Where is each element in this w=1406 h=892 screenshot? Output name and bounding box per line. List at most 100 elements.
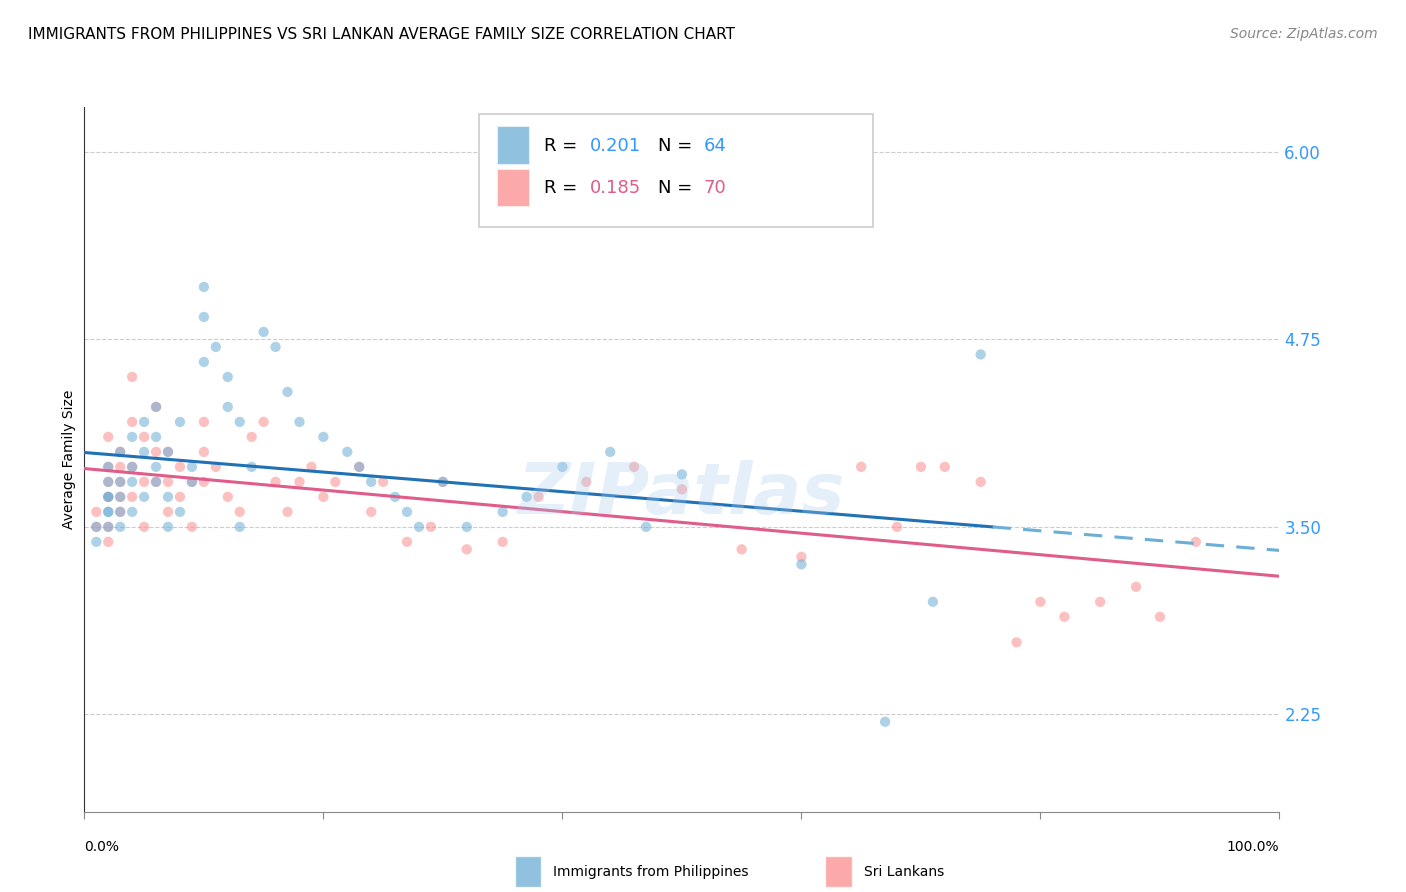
Point <box>97 459 120 474</box>
Point <box>264 475 287 489</box>
Point <box>408 520 430 534</box>
Point <box>97 490 120 504</box>
Text: 0.185: 0.185 <box>591 179 641 197</box>
Point <box>97 490 120 504</box>
Text: Sri Lankans: Sri Lankans <box>863 864 943 879</box>
Point <box>193 475 215 489</box>
FancyBboxPatch shape <box>515 855 541 888</box>
Point <box>86 520 108 534</box>
Point <box>456 542 478 557</box>
Point <box>492 505 515 519</box>
Point <box>205 340 228 354</box>
Point <box>181 475 204 489</box>
Text: 70: 70 <box>703 179 725 197</box>
Point <box>253 325 276 339</box>
Point <box>288 415 311 429</box>
Point <box>157 520 180 534</box>
Point <box>790 549 813 564</box>
Point <box>121 475 143 489</box>
Point <box>121 459 143 474</box>
Point <box>516 490 538 504</box>
Point <box>97 430 120 444</box>
Point <box>360 475 382 489</box>
Point <box>277 505 299 519</box>
Point <box>97 505 120 519</box>
Point <box>277 384 299 399</box>
Point <box>301 459 323 474</box>
Point <box>110 505 132 519</box>
Text: Immigrants from Philippines: Immigrants from Philippines <box>553 864 748 879</box>
Point <box>110 459 132 474</box>
Point <box>110 505 132 519</box>
Point <box>132 490 156 504</box>
FancyBboxPatch shape <box>825 855 852 888</box>
Point <box>851 459 873 474</box>
Point <box>396 534 419 549</box>
Point <box>373 475 395 489</box>
Point <box>145 475 167 489</box>
Point <box>97 475 120 489</box>
Point <box>217 490 239 504</box>
Point <box>157 490 180 504</box>
Point <box>169 459 191 474</box>
Point <box>1005 635 1028 649</box>
Point <box>145 459 167 474</box>
Text: 64: 64 <box>703 136 727 155</box>
Point <box>349 459 371 474</box>
Point <box>97 475 120 489</box>
Point <box>97 534 120 549</box>
Point <box>193 280 215 294</box>
Point <box>145 400 167 414</box>
Point <box>492 534 515 549</box>
Point <box>1185 534 1208 549</box>
Point <box>110 475 132 489</box>
Point <box>456 520 478 534</box>
Text: ZIPatlas: ZIPatlas <box>519 460 845 529</box>
Text: N =: N = <box>658 179 697 197</box>
Point <box>420 520 443 534</box>
Point <box>86 505 108 519</box>
Point <box>264 340 287 354</box>
Point <box>336 445 359 459</box>
Point <box>312 490 335 504</box>
Point <box>1029 595 1052 609</box>
Point <box>360 505 382 519</box>
Point <box>157 445 180 459</box>
Point <box>432 475 454 489</box>
Point <box>312 430 335 444</box>
FancyBboxPatch shape <box>479 114 873 227</box>
Point <box>1053 609 1076 624</box>
Point <box>145 400 167 414</box>
Point <box>217 370 239 384</box>
Point <box>636 520 658 534</box>
Point <box>1090 595 1112 609</box>
Point <box>132 415 156 429</box>
Point <box>132 520 156 534</box>
Point <box>671 483 693 497</box>
Point <box>181 520 204 534</box>
FancyBboxPatch shape <box>496 169 530 208</box>
Point <box>910 459 932 474</box>
Point <box>169 415 191 429</box>
Point <box>169 505 191 519</box>
Point <box>970 475 993 489</box>
Point <box>790 558 813 572</box>
Point <box>132 445 156 459</box>
Point <box>253 415 276 429</box>
Text: R =: R = <box>544 179 583 197</box>
Text: Source: ZipAtlas.com: Source: ZipAtlas.com <box>1230 27 1378 41</box>
Point <box>193 310 215 324</box>
Point <box>110 475 132 489</box>
Point <box>970 347 993 361</box>
Text: 0.201: 0.201 <box>591 136 641 155</box>
Point <box>181 475 204 489</box>
Point <box>193 355 215 369</box>
Point <box>671 467 693 482</box>
Point <box>193 445 215 459</box>
Point <box>240 430 263 444</box>
Point <box>349 459 371 474</box>
Point <box>97 520 120 534</box>
Point <box>132 475 156 489</box>
Point <box>157 475 180 489</box>
Point <box>157 445 180 459</box>
